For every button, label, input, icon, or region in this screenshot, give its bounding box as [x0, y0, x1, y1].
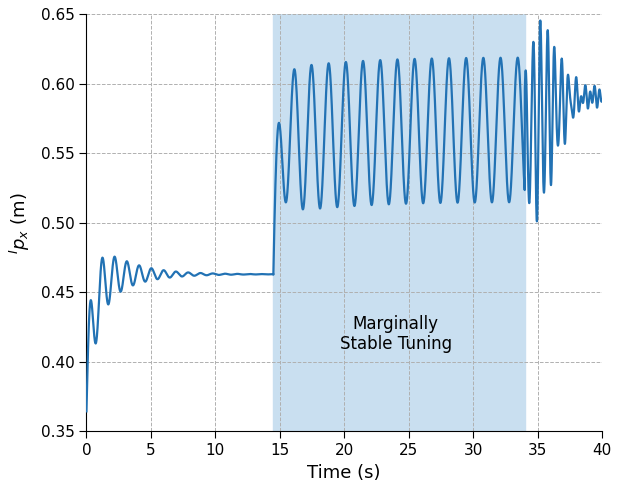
Y-axis label: $^{I}p_{x}$ (m): $^{I}p_{x}$ (m) — [8, 192, 32, 253]
Bar — [273, 14, 525, 431]
Text: Marginally
Stable Tuning: Marginally Stable Tuning — [340, 315, 452, 353]
X-axis label: Time (s): Time (s) — [308, 464, 381, 482]
